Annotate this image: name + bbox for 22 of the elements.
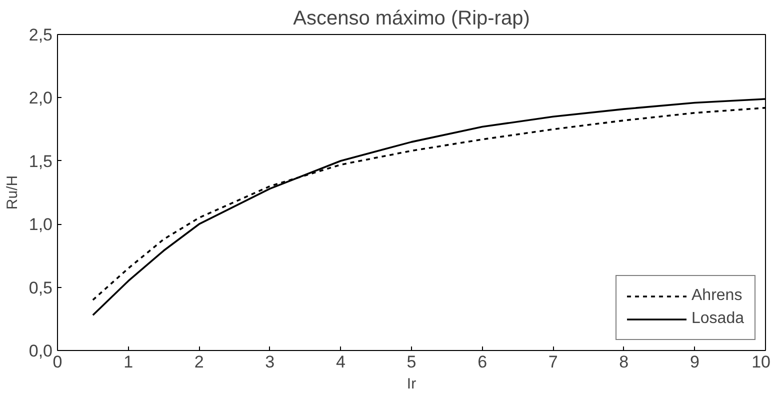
- chart-title: Ascenso máximo (Rip-rap): [293, 8, 530, 30]
- y-axis-title: Ru/H: [4, 175, 21, 210]
- x-tick-label: 10: [752, 352, 771, 372]
- y-tick-label: 0,5: [28, 278, 53, 298]
- legend-label: Losada: [692, 310, 744, 328]
- y-tick-label: 1,5: [28, 152, 53, 171]
- x-tick-label: 2: [194, 352, 204, 372]
- x-axis-title: Ir: [406, 376, 416, 392]
- x-tick-label: 6: [478, 352, 488, 372]
- y-tick-label: 2,5: [28, 26, 53, 44]
- x-tick-label: 3: [265, 352, 275, 372]
- y-tick-label: 0,0: [28, 342, 53, 360]
- y-tick-label: 1,0: [28, 215, 53, 234]
- x-tick-label: 8: [619, 352, 629, 372]
- y-tick-label: 2,0: [28, 88, 53, 108]
- legend-label: Ahrens: [692, 287, 742, 305]
- x-tick-label: 5: [406, 352, 416, 372]
- x-tick-label: 7: [548, 352, 558, 372]
- x-tick-label: 0: [52, 352, 62, 372]
- x-tick-label: 4: [336, 352, 346, 372]
- x-tick-label: 1: [124, 352, 134, 372]
- x-tick-label: 9: [690, 352, 700, 372]
